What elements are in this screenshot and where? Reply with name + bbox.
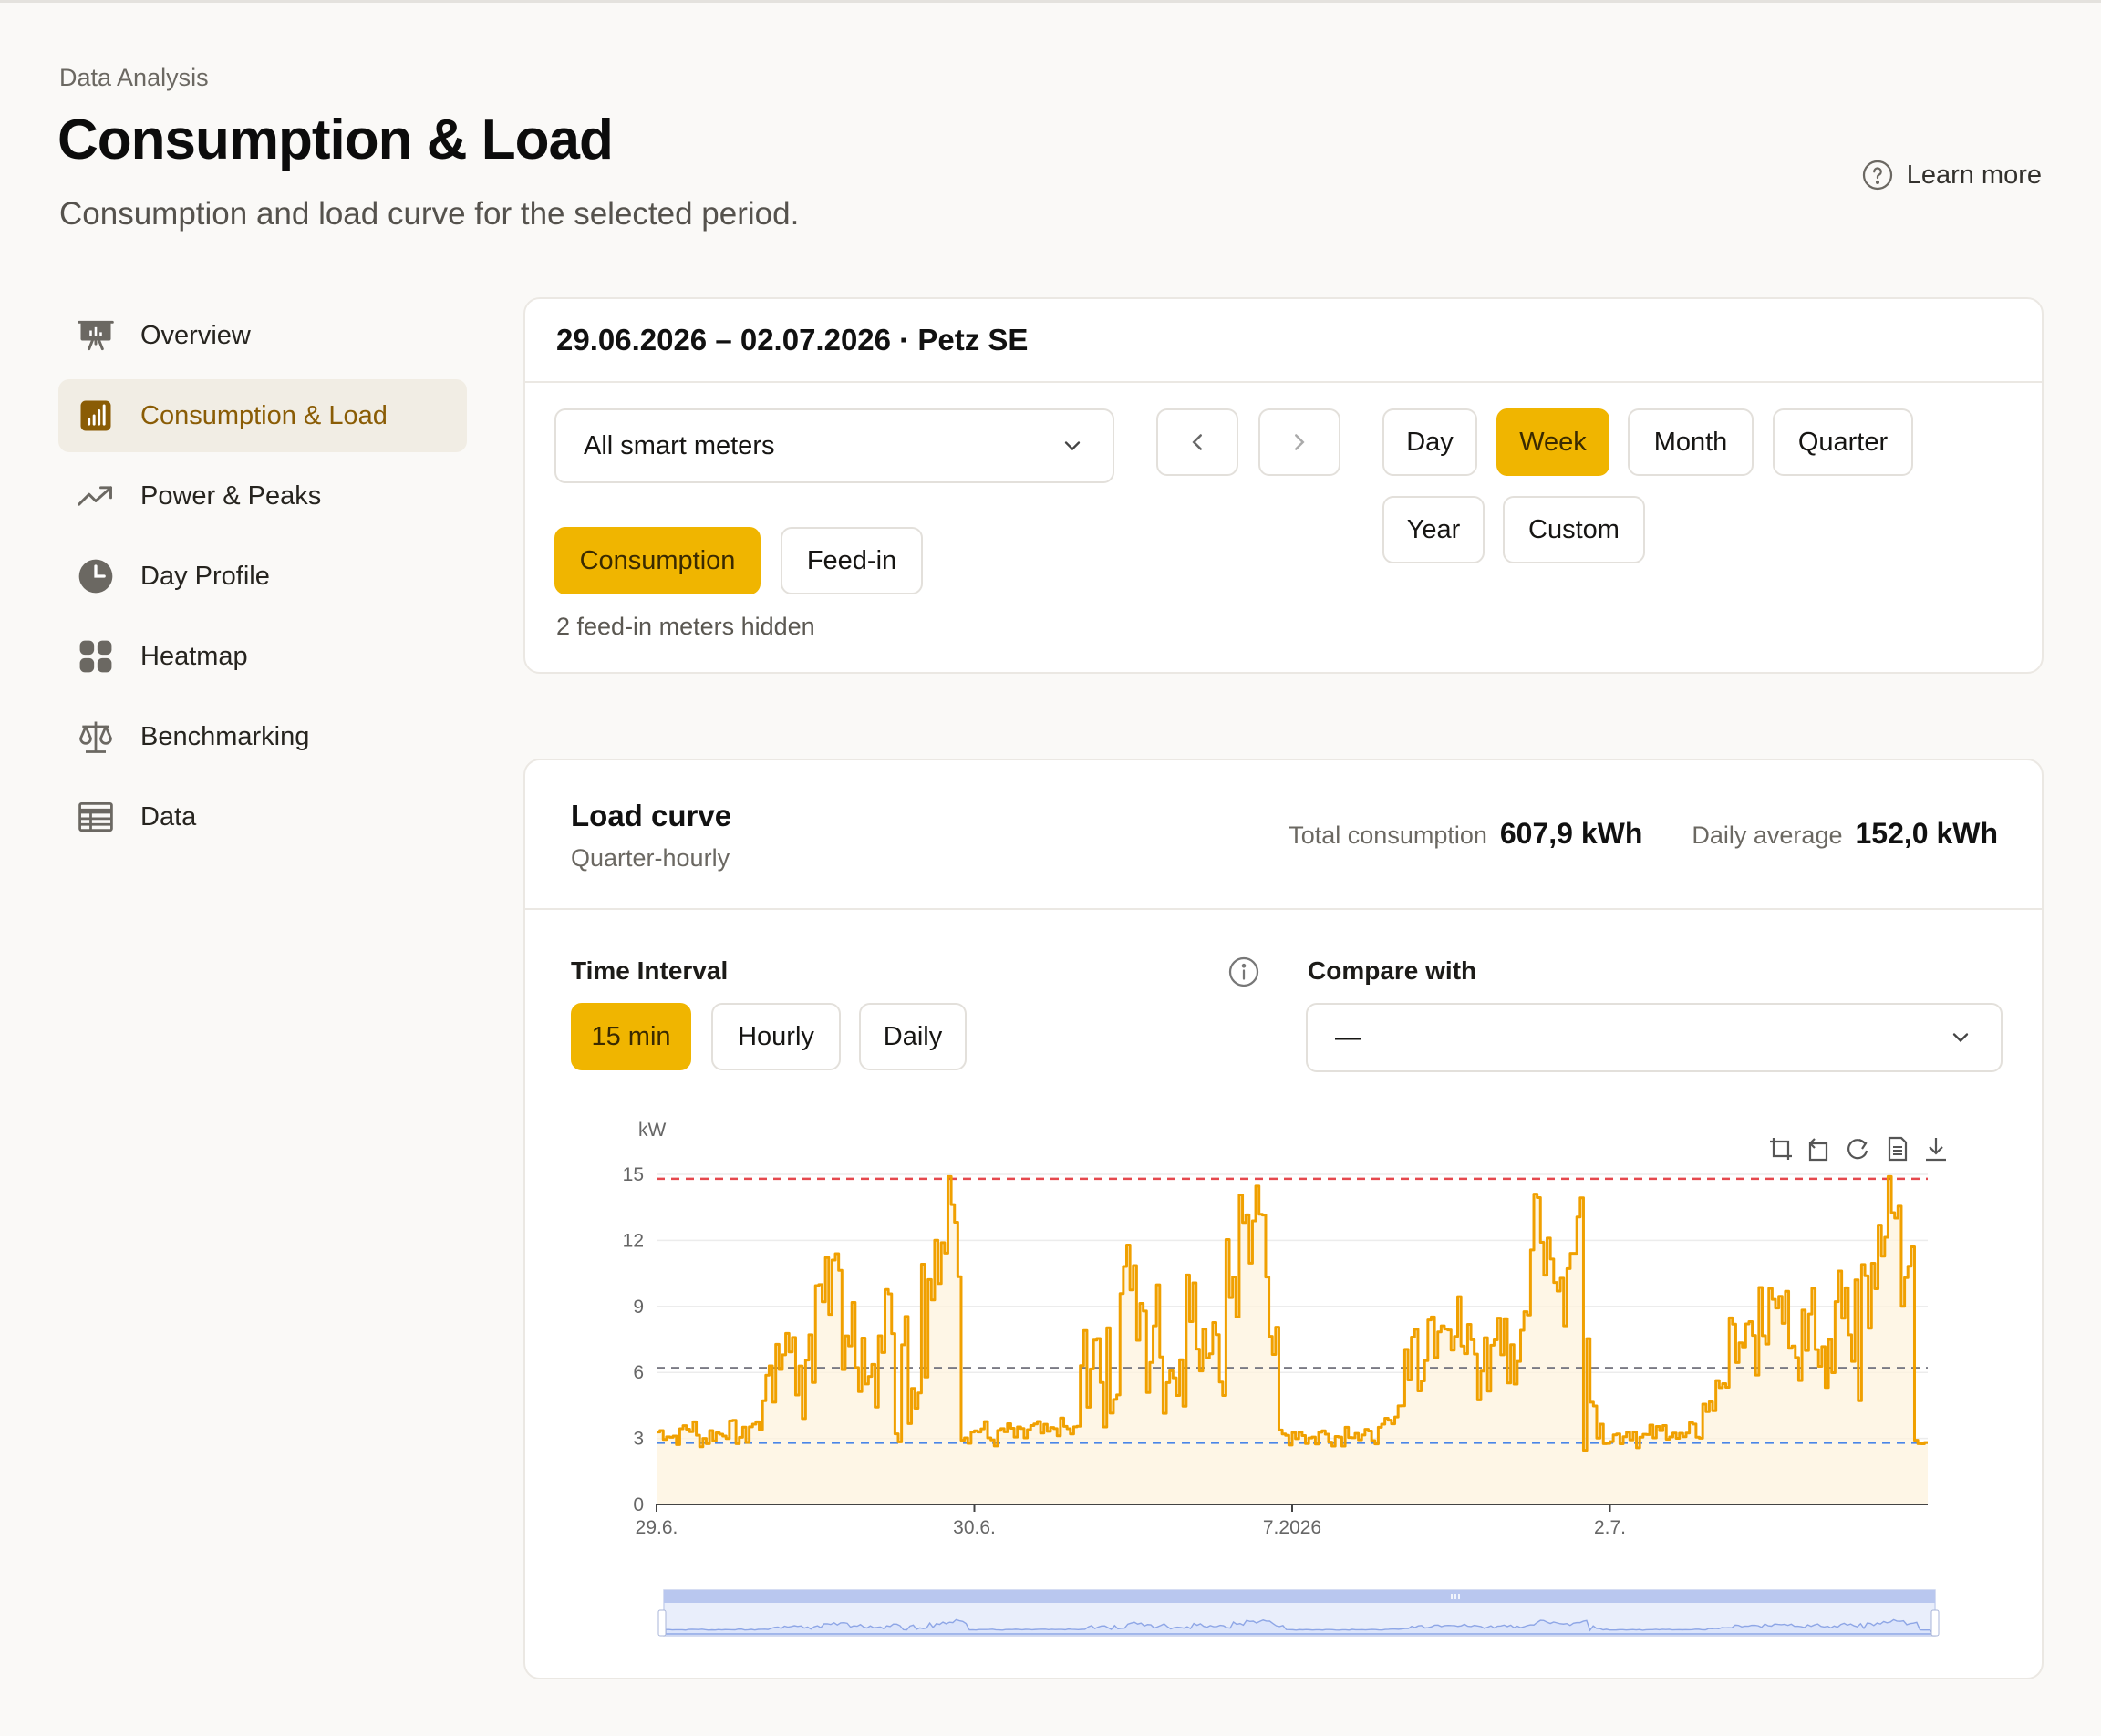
y-tick-label: 3 bbox=[633, 1429, 644, 1450]
next-period-button[interactable] bbox=[1258, 408, 1340, 476]
y-axis-label: kW bbox=[638, 1120, 667, 1141]
sidebar-item-label: Consumption & Load bbox=[140, 400, 388, 430]
sidebar-item-overview[interactable]: Overview bbox=[58, 299, 467, 372]
interval-hourly-button[interactable]: Hourly bbox=[711, 1003, 841, 1070]
meter-select[interactable]: All smart meters bbox=[554, 408, 1114, 483]
data-view-icon[interactable] bbox=[1888, 1136, 1908, 1162]
page-title: Consumption & Load bbox=[57, 108, 614, 171]
datazoom-preview-curve bbox=[665, 1618, 1935, 1635]
x-tick-label: 30.6. bbox=[953, 1517, 996, 1538]
daily-average-label: Daily average bbox=[1692, 822, 1843, 849]
total-consumption-label: Total consumption bbox=[1289, 822, 1487, 849]
sidebar-item-benchmarking[interactable]: Benchmarking bbox=[58, 700, 467, 773]
datazoom-right-handle[interactable] bbox=[1930, 1609, 1940, 1637]
sidebar-item-label: Heatmap bbox=[140, 641, 248, 671]
load-curve-card: Load curve Quarter-hourly Total consumpt… bbox=[523, 759, 2044, 1679]
table-icon bbox=[75, 796, 117, 838]
meter-select-value: All smart meters bbox=[584, 430, 775, 460]
y-tick-label: 0 bbox=[633, 1494, 644, 1515]
restore-icon[interactable] bbox=[1847, 1139, 1868, 1160]
compare-with-label: Compare with bbox=[1308, 956, 1477, 985]
load-curve-series[interactable] bbox=[657, 1174, 1928, 1452]
period-custom-button[interactable]: Custom bbox=[1503, 496, 1645, 563]
period-title: 29.06.2026 – 02.07.2026 · Petz SE bbox=[525, 299, 2042, 383]
chevron-down-icon bbox=[1064, 441, 1081, 451]
sidebar-item-consumption-load[interactable]: Consumption & Load bbox=[58, 379, 467, 452]
question-circle-icon bbox=[1862, 160, 1892, 191]
period-year-button[interactable]: Year bbox=[1382, 496, 1485, 563]
sidebar-item-power-peaks[interactable]: Power & Peaks bbox=[58, 460, 467, 532]
y-tick-label: 15 bbox=[623, 1164, 644, 1185]
period-day-button[interactable]: Day bbox=[1382, 408, 1477, 476]
sidebar-nav: Overview Consumption & Load Power & Peak… bbox=[58, 299, 467, 861]
total-consumption-value: 607,9 kWh bbox=[1499, 817, 1643, 850]
period-week-button[interactable]: Week bbox=[1496, 408, 1609, 476]
chart-axes: 29.6. 30.6. 7.2026 2.7. bbox=[636, 1504, 1928, 1538]
chart-toolbox bbox=[1770, 1136, 1946, 1162]
trend-up-icon bbox=[75, 475, 117, 517]
filter-card: 29.06.2026 – 02.07.2026 · Petz SE All sm… bbox=[523, 297, 2044, 674]
presentation-chart-icon bbox=[75, 315, 117, 356]
learn-more-link[interactable]: Learn more bbox=[1861, 159, 2042, 191]
clock-icon bbox=[75, 555, 117, 597]
datazoom-handle-bar[interactable] bbox=[664, 1590, 1935, 1603]
chevron-right-icon bbox=[1295, 434, 1305, 450]
sidebar-item-day-profile[interactable]: Day Profile bbox=[58, 540, 467, 613]
datazoom-left-handle[interactable] bbox=[657, 1609, 667, 1637]
daily-average-value: 152,0 kWh bbox=[1855, 817, 1998, 850]
consumption-toggle[interactable]: Consumption bbox=[554, 527, 761, 594]
period-quarter-button[interactable]: Quarter bbox=[1773, 408, 1913, 476]
y-tick-label: 6 bbox=[633, 1362, 644, 1383]
zoom-icon[interactable] bbox=[1770, 1138, 1792, 1160]
y-tick-label: 9 bbox=[633, 1297, 644, 1318]
load-curve-subtitle: Quarter-hourly bbox=[571, 844, 730, 872]
sidebar-item-label: Power & Peaks bbox=[140, 480, 322, 511]
sidebar-item-label: Data bbox=[140, 801, 197, 832]
sidebar-item-label: Day Profile bbox=[140, 561, 270, 591]
chart-datazoom-slider[interactable] bbox=[657, 1589, 1940, 1637]
sidebar-item-heatmap[interactable]: Heatmap bbox=[58, 620, 467, 693]
page-subtitle: Consumption and load curve for the selec… bbox=[59, 196, 800, 232]
compare-with-value: — bbox=[1335, 1022, 1361, 1052]
info-icon[interactable] bbox=[1227, 956, 1260, 988]
chevron-down-icon bbox=[1952, 1033, 1969, 1043]
download-icon[interactable] bbox=[1926, 1138, 1946, 1162]
y-tick-label: 12 bbox=[623, 1230, 644, 1251]
load-curve-header: Load curve Quarter-hourly Total consumpt… bbox=[525, 760, 2042, 910]
previous-period-button[interactable] bbox=[1156, 408, 1238, 476]
bar-chart-icon bbox=[75, 395, 117, 437]
hidden-meters-note: 2 feed-in meters hidden bbox=[556, 613, 815, 640]
learn-more-label: Learn more bbox=[1906, 160, 2042, 190]
load-curve-chart[interactable]: kW 0 3 6 9 12 15 29.6. 30.6. 7.2026 2.7. bbox=[525, 760, 2042, 1678]
x-tick-label: 2.7. bbox=[1594, 1517, 1626, 1538]
grid-icon bbox=[75, 636, 117, 677]
page-eyebrow: Data Analysis bbox=[59, 64, 209, 91]
interval-15min-button[interactable]: 15 min bbox=[571, 1003, 691, 1070]
sidebar-item-label: Benchmarking bbox=[140, 721, 310, 751]
interval-daily-button[interactable]: Daily bbox=[859, 1003, 967, 1070]
time-interval-label: Time Interval bbox=[571, 956, 729, 985]
chevron-left-icon bbox=[1192, 434, 1202, 450]
scale-icon bbox=[75, 716, 117, 758]
feed-in-toggle[interactable]: Feed-in bbox=[781, 527, 923, 594]
sidebar-item-label: Overview bbox=[140, 320, 251, 350]
zoom-reset-icon[interactable] bbox=[1808, 1138, 1828, 1162]
period-month-button[interactable]: Month bbox=[1628, 408, 1754, 476]
top-border bbox=[0, 0, 2101, 3]
compare-with-select[interactable]: — bbox=[1306, 1003, 2003, 1072]
load-curve-title: Load curve bbox=[571, 799, 732, 832]
kpi-group: Total consumption 607,9 kWh Daily averag… bbox=[1289, 817, 1998, 851]
x-tick-label: 7.2026 bbox=[1263, 1517, 1321, 1538]
sidebar-item-data[interactable]: Data bbox=[58, 780, 467, 853]
x-tick-label: 29.6. bbox=[636, 1517, 678, 1538]
